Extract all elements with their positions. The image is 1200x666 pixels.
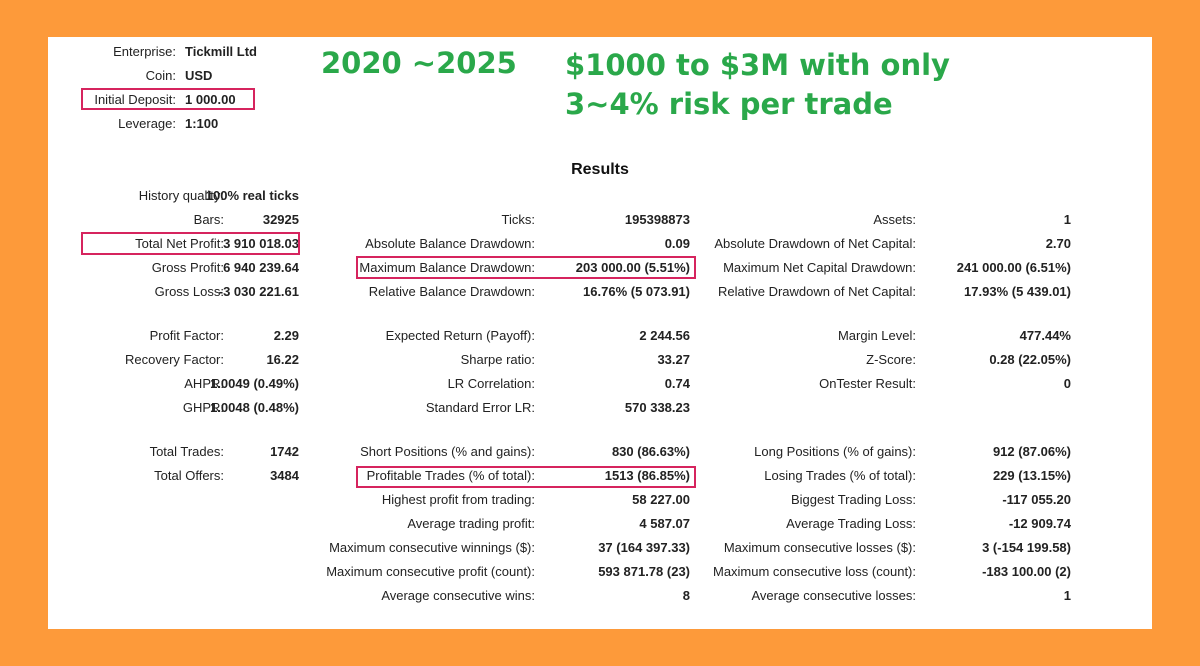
recovery-factor-label: Recovery Factor:: [125, 352, 224, 367]
maximum-consecutive-profit-count-value: 593 871.78 (23): [598, 564, 690, 579]
lr-correlation-value: 0.74: [664, 376, 690, 391]
highlight-initial-deposit: [81, 88, 255, 110]
relative-drawdown-of-net-capital-label: Relative Drawdown of Net Capital:: [718, 284, 916, 299]
maximum-consecutive-profit-count-label: Maximum consecutive profit (count):: [326, 564, 535, 579]
profit-factor-label: Profit Factor:: [149, 328, 224, 343]
ontester-result-label: OnTester Result:: [819, 376, 916, 391]
highlight-total-net-profit: [81, 232, 300, 255]
average-consecutive-losses-label: Average consecutive losses:: [751, 588, 916, 603]
profit-factor-value: 2.29: [273, 328, 299, 343]
gross-loss-value: -3 030 221.61: [218, 284, 299, 299]
total-offers-label: Total Offers:: [154, 468, 224, 483]
maximum-consecutive-winnings-value: 37 (164 397.33): [598, 540, 690, 555]
maximum-consecutive-loss-count-label: Maximum consecutive loss (count):: [712, 564, 916, 579]
highlight-maximum-balance-drawdown: [356, 256, 696, 279]
short-positions-and-gains-label: Short Positions (% and gains):: [360, 444, 535, 459]
average-trading-loss-value: -12 909.74: [1008, 516, 1071, 531]
standard-error-lr-value: 570 338.23: [624, 400, 690, 415]
average-trading-profit-value: 4 587.07: [639, 516, 690, 531]
biggest-trading-loss-value: -117 055.20: [1002, 492, 1071, 507]
absolute-balance-drawdown-label: Absolute Balance Drawdown:: [365, 236, 535, 251]
ghpr-label: GHPR:: [182, 400, 224, 415]
z-score-label: Z-Score:: [866, 352, 916, 367]
absolute-drawdown-of-net-capital-label: Absolute Drawdown of Net Capital:: [714, 236, 916, 251]
highest-profit-from-trading-value: 58 227.00: [632, 492, 690, 507]
history-quality-label: History quality:: [138, 188, 224, 203]
absolute-balance-drawdown-value: 0.09: [664, 236, 690, 251]
absolute-drawdown-of-net-capital-value: 2.70: [1045, 236, 1071, 251]
initial-deposit-value: 1 000.00: [185, 92, 236, 107]
z-score-value: 0.28 (22.05%): [989, 352, 1071, 367]
bars-label: Bars:: [193, 212, 224, 227]
leverage-value: 1:100: [185, 116, 219, 131]
maximum-consecutive-winnings-label: Maximum consecutive winnings ($):: [329, 540, 535, 555]
profitable-trades-of-total-label: Profitable Trades (% of total):: [366, 468, 535, 483]
expected-return-payoff-value: 2 244.56: [639, 328, 690, 343]
enterprise-label: Enterprise:: [113, 44, 176, 59]
relative-drawdown-of-net-capital-value: 17.93% (5 439.01): [964, 284, 1071, 299]
average-consecutive-losses-value: 1: [1063, 588, 1071, 603]
total-net-profit-label: Total Net Profit:: [135, 236, 224, 251]
ticks-value: 195398873: [624, 212, 690, 227]
relative-balance-drawdown-value: 16.76% (5 073.91): [583, 284, 690, 299]
gross-profit-label: Gross Profit:: [151, 260, 224, 275]
maximum-net-capital-drawdown-value: 241 000.00 (6.51%): [956, 260, 1071, 275]
ahpr-value: 1.0049 (0.49%): [210, 376, 299, 391]
assets-value: 1: [1063, 212, 1071, 227]
leverage-label: Leverage:: [118, 116, 176, 131]
expected-return-payoff-label: Expected Return (Payoff):: [385, 328, 535, 343]
losing-trades-of-total-label: Losing Trades (% of total):: [764, 468, 916, 483]
banner-period: 2020 ~2025: [321, 46, 517, 80]
total-trades-label: Total Trades:: [149, 444, 224, 459]
ticks-label: Ticks:: [501, 212, 535, 227]
recovery-factor-value: 16.22: [266, 352, 299, 367]
short-positions-and-gains-value: 830 (86.63%): [611, 444, 690, 459]
average-consecutive-wins-label: Average consecutive wins:: [381, 588, 535, 603]
biggest-trading-loss-label: Biggest Trading Loss:: [790, 492, 916, 507]
report-panel: Enterprise: Tickmill Ltd Coin: USD Initi…: [48, 37, 1152, 629]
assets-label: Assets:: [873, 212, 916, 227]
ghpr-value: 1.0048 (0.48%): [210, 400, 299, 415]
lr-correlation-label: LR Correlation:: [447, 376, 535, 391]
sharpe-ratio-label: Sharpe ratio:: [460, 352, 535, 367]
total-trades-value: 1742: [270, 444, 299, 459]
ontester-result-value: 0: [1063, 376, 1071, 391]
average-trading-loss-label: Average Trading Loss:: [786, 516, 916, 531]
maximum-consecutive-losses-value: 3 (-154 199.58): [982, 540, 1071, 555]
maximum-consecutive-loss-count-value: -183 100.00 (2): [982, 564, 1071, 579]
coin-value: USD: [185, 68, 213, 83]
gross-profit-value: 6 940 239.64: [223, 260, 299, 275]
highlight-profitable-trades: [356, 466, 696, 488]
initial-deposit-label: Initial Deposit:: [94, 92, 176, 107]
relative-balance-drawdown-label: Relative Balance Drawdown:: [368, 284, 535, 299]
banner-line1: $1000 to $3M with only: [565, 48, 950, 82]
history-quality-value: 100% real ticks: [205, 188, 299, 203]
average-consecutive-wins-value: 8: [682, 588, 690, 603]
total-net-profit-value: 3 910 018.03: [223, 236, 299, 251]
margin-level-value: 477.44%: [1019, 328, 1071, 343]
losing-trades-of-total-value: 229 (13.15%): [992, 468, 1071, 483]
long-positions-of-gains-value: 912 (87.06%): [992, 444, 1071, 459]
profitable-trades-of-total-value: 1513 (86.85%): [604, 468, 690, 483]
enterprise-value: Tickmill Ltd: [185, 44, 257, 59]
banner-line2: 3~4% risk per trade: [565, 87, 893, 121]
average-trading-profit-label: Average trading profit:: [407, 516, 535, 531]
gross-loss-label: Gross Loss:: [154, 284, 224, 299]
total-offers-value: 3484: [270, 468, 299, 483]
results-title: Results: [571, 161, 629, 178]
long-positions-of-gains-label: Long Positions (% of gains):: [754, 444, 916, 459]
margin-level-label: Margin Level:: [837, 328, 916, 343]
highest-profit-from-trading-label: Highest profit from trading:: [381, 492, 535, 507]
maximum-balance-drawdown-value: 203 000.00 (5.51%): [575, 260, 690, 275]
sharpe-ratio-value: 33.27: [657, 352, 690, 367]
maximum-balance-drawdown-label: Maximum Balance Drawdown:: [359, 260, 535, 275]
bars-value: 32925: [262, 212, 299, 227]
maximum-consecutive-losses-label: Maximum consecutive losses ($):: [723, 540, 916, 555]
standard-error-lr-label: Standard Error LR:: [425, 400, 535, 415]
ahpr-label: AHPR:: [184, 376, 224, 391]
maximum-net-capital-drawdown-label: Maximum Net Capital Drawdown:: [723, 260, 916, 275]
coin-label: Coin:: [145, 68, 176, 83]
